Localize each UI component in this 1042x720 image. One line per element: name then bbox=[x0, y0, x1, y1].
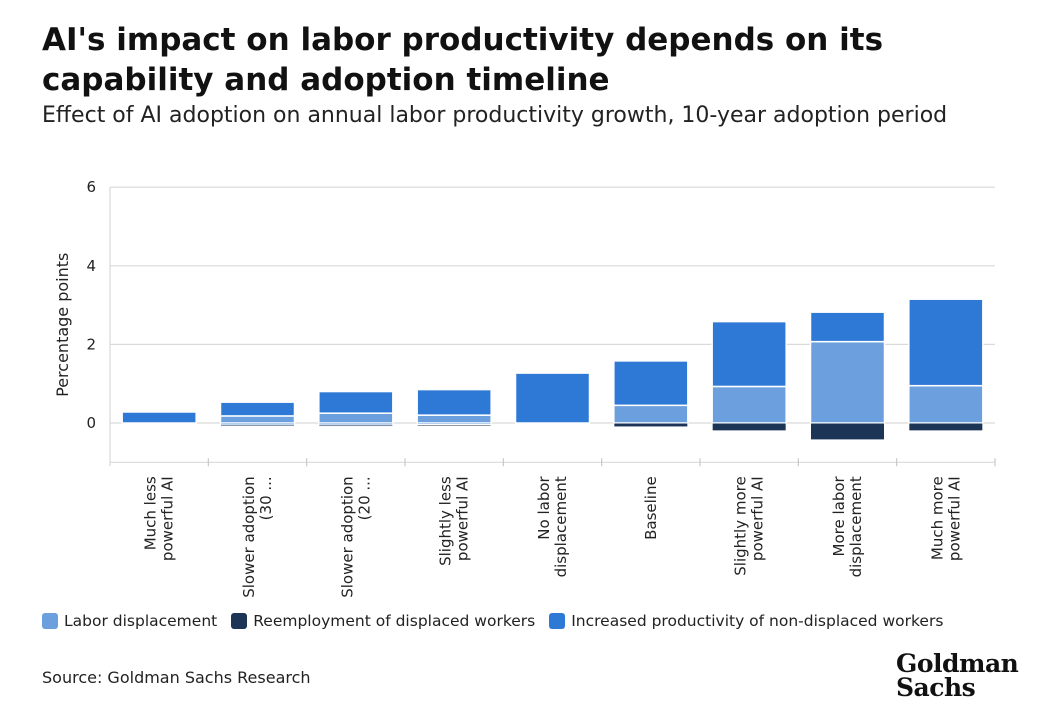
logo-line: Goldman bbox=[896, 649, 1019, 678]
bar-segment bbox=[908, 298, 984, 387]
bar-segment bbox=[416, 424, 492, 427]
x-category-label: More labor bbox=[830, 475, 848, 556]
legend-swatch bbox=[42, 613, 58, 629]
x-category-label: Slightly less bbox=[437, 476, 455, 566]
legend-item-increased-productivity[interactable]: Increased productivity of non-displaced … bbox=[549, 612, 943, 630]
bar-segment bbox=[318, 424, 394, 428]
x-category-label: Slower adoption bbox=[338, 476, 356, 597]
legend-swatch bbox=[231, 613, 248, 629]
bar-segment bbox=[711, 320, 787, 388]
chart-title: AI's impact on labor productivity depend… bbox=[42, 22, 884, 98]
bar-segment bbox=[318, 390, 394, 414]
bar-segment bbox=[613, 360, 689, 407]
legend-label: Labor displacement bbox=[64, 612, 218, 630]
x-category-label: (30 ... bbox=[257, 476, 275, 520]
x-category-label: displacement bbox=[552, 476, 570, 577]
bar-segment bbox=[219, 415, 296, 424]
bar-segment bbox=[613, 422, 689, 428]
y-axis-label: Percentage points bbox=[53, 253, 72, 397]
x-category-label: powerful AI bbox=[454, 476, 472, 561]
bar-segment bbox=[711, 422, 787, 432]
legend-label: Reemployment of displaced workers bbox=[253, 612, 536, 630]
bar-segment bbox=[318, 412, 394, 424]
x-category-label: Slower adoption bbox=[240, 476, 258, 597]
logo-line: Sachs bbox=[896, 673, 976, 702]
y-tick-label: 6 bbox=[86, 178, 96, 196]
bar-segment bbox=[908, 384, 984, 424]
y-tick-label: 0 bbox=[86, 414, 96, 432]
x-category-label: powerful AI bbox=[945, 476, 963, 561]
bar-segment bbox=[416, 414, 492, 424]
legend-item-labor-displacement[interactable]: Labor displacement bbox=[42, 612, 217, 630]
x-category-label: Much more bbox=[928, 476, 946, 560]
x-category-label: Much less bbox=[142, 476, 160, 550]
legend-item-reemployment[interactable]: Reemployment of displaced workers bbox=[231, 612, 535, 630]
bar-segment bbox=[613, 404, 689, 424]
x-category-label: powerful AI bbox=[749, 476, 767, 561]
bar-segment bbox=[220, 424, 295, 427]
x-category-label: Slightly more bbox=[732, 476, 750, 575]
x-category-label: (20 ... bbox=[355, 476, 373, 520]
chart-subtitle: Effect of AI adoption on annual labor pr… bbox=[42, 103, 948, 128]
bar-segment bbox=[810, 422, 885, 441]
source-note: Source: Goldman Sachs Research bbox=[42, 668, 311, 687]
bar-segment bbox=[809, 311, 886, 343]
x-category-label: displacement bbox=[847, 476, 865, 577]
bar-segment bbox=[809, 340, 886, 424]
bar-segment bbox=[711, 385, 787, 424]
x-category-label: No labor bbox=[535, 475, 553, 539]
x-category-label: Baseline bbox=[642, 476, 660, 540]
y-tick-label: 2 bbox=[86, 335, 96, 353]
bar-segment bbox=[121, 411, 197, 424]
y-tick-label: 4 bbox=[86, 257, 96, 275]
goldman-sachs-logo: Goldman Sachs bbox=[896, 649, 1019, 702]
chart-legend: Labor displacement Reemployment of displ… bbox=[42, 612, 957, 630]
legend-swatch bbox=[549, 613, 566, 629]
legend-label: Increased productivity of non-displaced … bbox=[571, 612, 944, 630]
x-category-label: powerful AI bbox=[159, 476, 177, 561]
bar-segment bbox=[514, 372, 591, 424]
bar-segment bbox=[219, 401, 296, 417]
bar-segment bbox=[416, 388, 492, 416]
bar-segment bbox=[908, 422, 984, 432]
